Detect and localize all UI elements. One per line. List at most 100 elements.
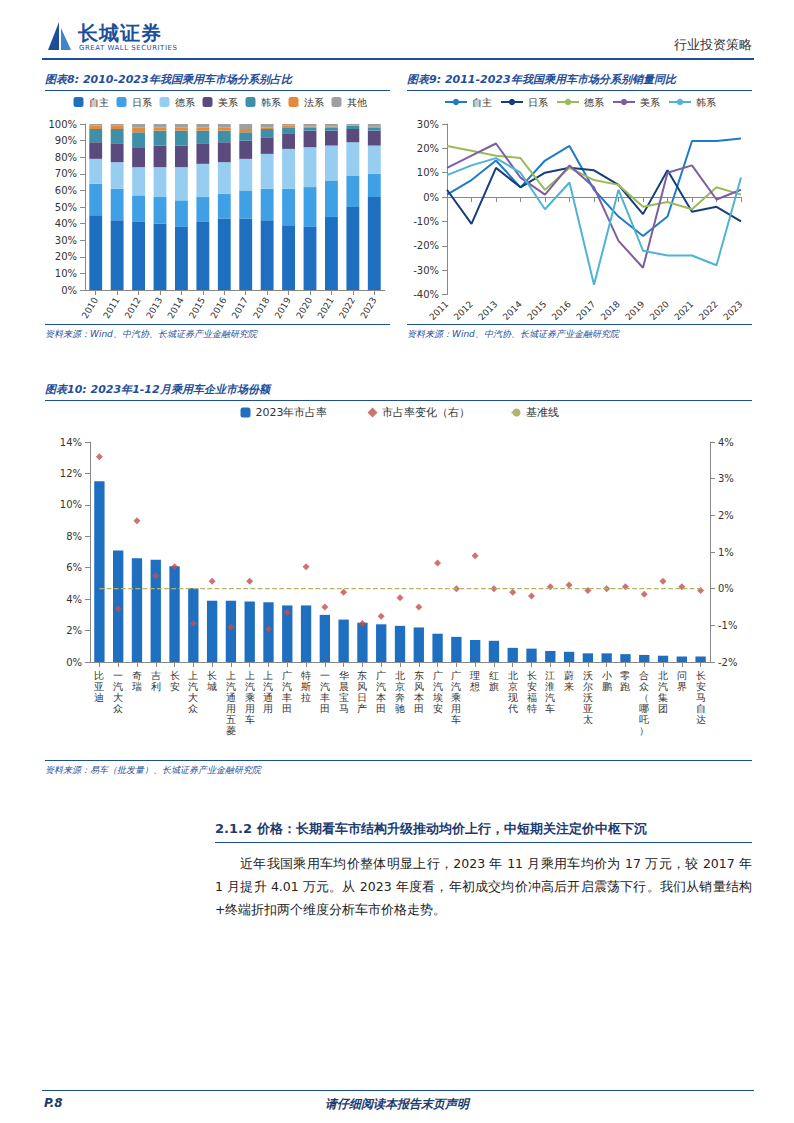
svg-text:安: 安: [433, 703, 443, 714]
svg-text:20%: 20%: [55, 251, 77, 262]
svg-text:2018: 2018: [599, 299, 622, 322]
svg-text:12%: 12%: [60, 468, 82, 479]
svg-text:问: 问: [677, 670, 687, 681]
svg-text:广: 广: [451, 670, 461, 681]
svg-text:4%: 4%: [66, 594, 82, 605]
svg-text:淮: 淮: [545, 681, 555, 692]
svg-text:埃: 埃: [432, 692, 443, 703]
svg-text:大: 大: [113, 692, 123, 703]
svg-text:风: 风: [357, 681, 367, 692]
svg-text:基准线: 基准线: [526, 406, 559, 419]
svg-text:2017: 2017: [574, 299, 597, 322]
svg-text:2013: 2013: [476, 299, 499, 322]
svg-text:2021: 2021: [316, 295, 336, 320]
svg-text:汽: 汽: [188, 681, 198, 692]
svg-text:五: 五: [226, 714, 236, 725]
svg-text:丰: 丰: [320, 692, 330, 703]
svg-text:田: 田: [282, 703, 292, 714]
svg-text:日系: 日系: [528, 97, 548, 108]
svg-text:用: 用: [226, 703, 236, 714]
svg-text:2%: 2%: [718, 510, 734, 521]
svg-text:长: 长: [170, 670, 180, 681]
svg-text:小: 小: [602, 670, 612, 681]
svg-text:达: 达: [696, 714, 706, 725]
svg-text:2020: 2020: [648, 299, 671, 322]
svg-text:一: 一: [113, 670, 123, 681]
svg-text:丰: 丰: [282, 692, 292, 703]
svg-text:3%: 3%: [718, 473, 734, 484]
svg-text:京: 京: [508, 681, 518, 692]
svg-text:京: 京: [395, 681, 405, 692]
svg-text:10%: 10%: [55, 268, 77, 279]
svg-text:马: 马: [339, 703, 349, 714]
svg-text:-2%: -2%: [718, 657, 737, 668]
svg-text:70%: 70%: [55, 168, 77, 179]
svg-text:汽: 汽: [320, 681, 330, 692]
svg-text:2016: 2016: [550, 299, 573, 322]
svg-text:其他: 其他: [347, 97, 367, 108]
svg-text:2015: 2015: [187, 295, 207, 320]
svg-text:奔: 奔: [395, 692, 405, 703]
svg-text:大: 大: [188, 692, 198, 703]
svg-text:上: 上: [245, 670, 255, 681]
svg-text:汽: 汽: [282, 681, 292, 692]
svg-text:众: 众: [639, 681, 649, 692]
svg-text:田: 田: [376, 703, 386, 714]
svg-text:比: 比: [94, 670, 104, 681]
svg-text:2023年市占率: 2023年市占率: [256, 406, 328, 419]
svg-text:汽: 汽: [113, 681, 123, 692]
svg-text:来: 来: [564, 681, 574, 692]
svg-text:韩系: 韩系: [696, 97, 716, 108]
svg-text:-1%: -1%: [718, 620, 737, 631]
svg-text:哪: 哪: [639, 703, 649, 714]
svg-text:2013: 2013: [144, 295, 164, 320]
svg-text:90%: 90%: [55, 135, 77, 146]
svg-text:沃: 沃: [583, 670, 593, 681]
svg-text:汽: 汽: [433, 681, 443, 692]
svg-text:集: 集: [658, 692, 668, 703]
svg-text:汽: 汽: [658, 681, 668, 692]
svg-text:晨: 晨: [339, 681, 349, 692]
svg-text:50%: 50%: [55, 202, 77, 213]
svg-text:界: 界: [677, 681, 687, 692]
svg-text:广: 广: [433, 670, 443, 681]
svg-text:众: 众: [188, 703, 198, 714]
svg-text:车: 车: [245, 714, 255, 725]
svg-text:北: 北: [508, 670, 518, 681]
svg-text:德系: 德系: [175, 97, 195, 108]
svg-text:亚: 亚: [583, 703, 593, 714]
svg-text:众: 众: [113, 703, 123, 714]
svg-text:2%: 2%: [66, 625, 82, 636]
svg-text:6%: 6%: [66, 562, 82, 573]
svg-text:8%: 8%: [66, 531, 82, 542]
svg-text:本: 本: [376, 692, 386, 703]
svg-text:特: 特: [527, 703, 537, 714]
svg-text:团: 团: [658, 703, 668, 714]
svg-text:40%: 40%: [55, 218, 77, 229]
svg-text:安: 安: [527, 681, 537, 692]
svg-text:安: 安: [170, 681, 180, 692]
svg-text:奇: 奇: [132, 670, 142, 681]
svg-text:长: 长: [207, 670, 217, 681]
svg-text:菱: 菱: [226, 725, 236, 736]
svg-text:特: 特: [301, 670, 311, 681]
svg-text:吒: 吒: [639, 714, 649, 725]
svg-text:拉: 拉: [301, 692, 311, 703]
svg-text:2012: 2012: [123, 295, 143, 320]
svg-text:蔚: 蔚: [564, 670, 574, 681]
svg-text:美系: 美系: [218, 97, 238, 108]
svg-text:田: 田: [320, 703, 330, 714]
svg-text:2014: 2014: [501, 299, 524, 322]
svg-text:2019: 2019: [623, 299, 646, 322]
svg-text:福: 福: [527, 692, 537, 703]
svg-text:自主: 自主: [89, 97, 109, 108]
svg-text:-30%: -30%: [413, 265, 439, 276]
svg-text:2023: 2023: [721, 299, 744, 322]
svg-text:汽: 汽: [245, 681, 255, 692]
svg-text:2011: 2011: [101, 295, 121, 320]
svg-text:广: 广: [376, 670, 386, 681]
svg-text:马: 马: [696, 692, 706, 703]
svg-text:安: 安: [696, 681, 706, 692]
svg-text:风: 风: [414, 681, 424, 692]
svg-text:长: 长: [527, 670, 537, 681]
